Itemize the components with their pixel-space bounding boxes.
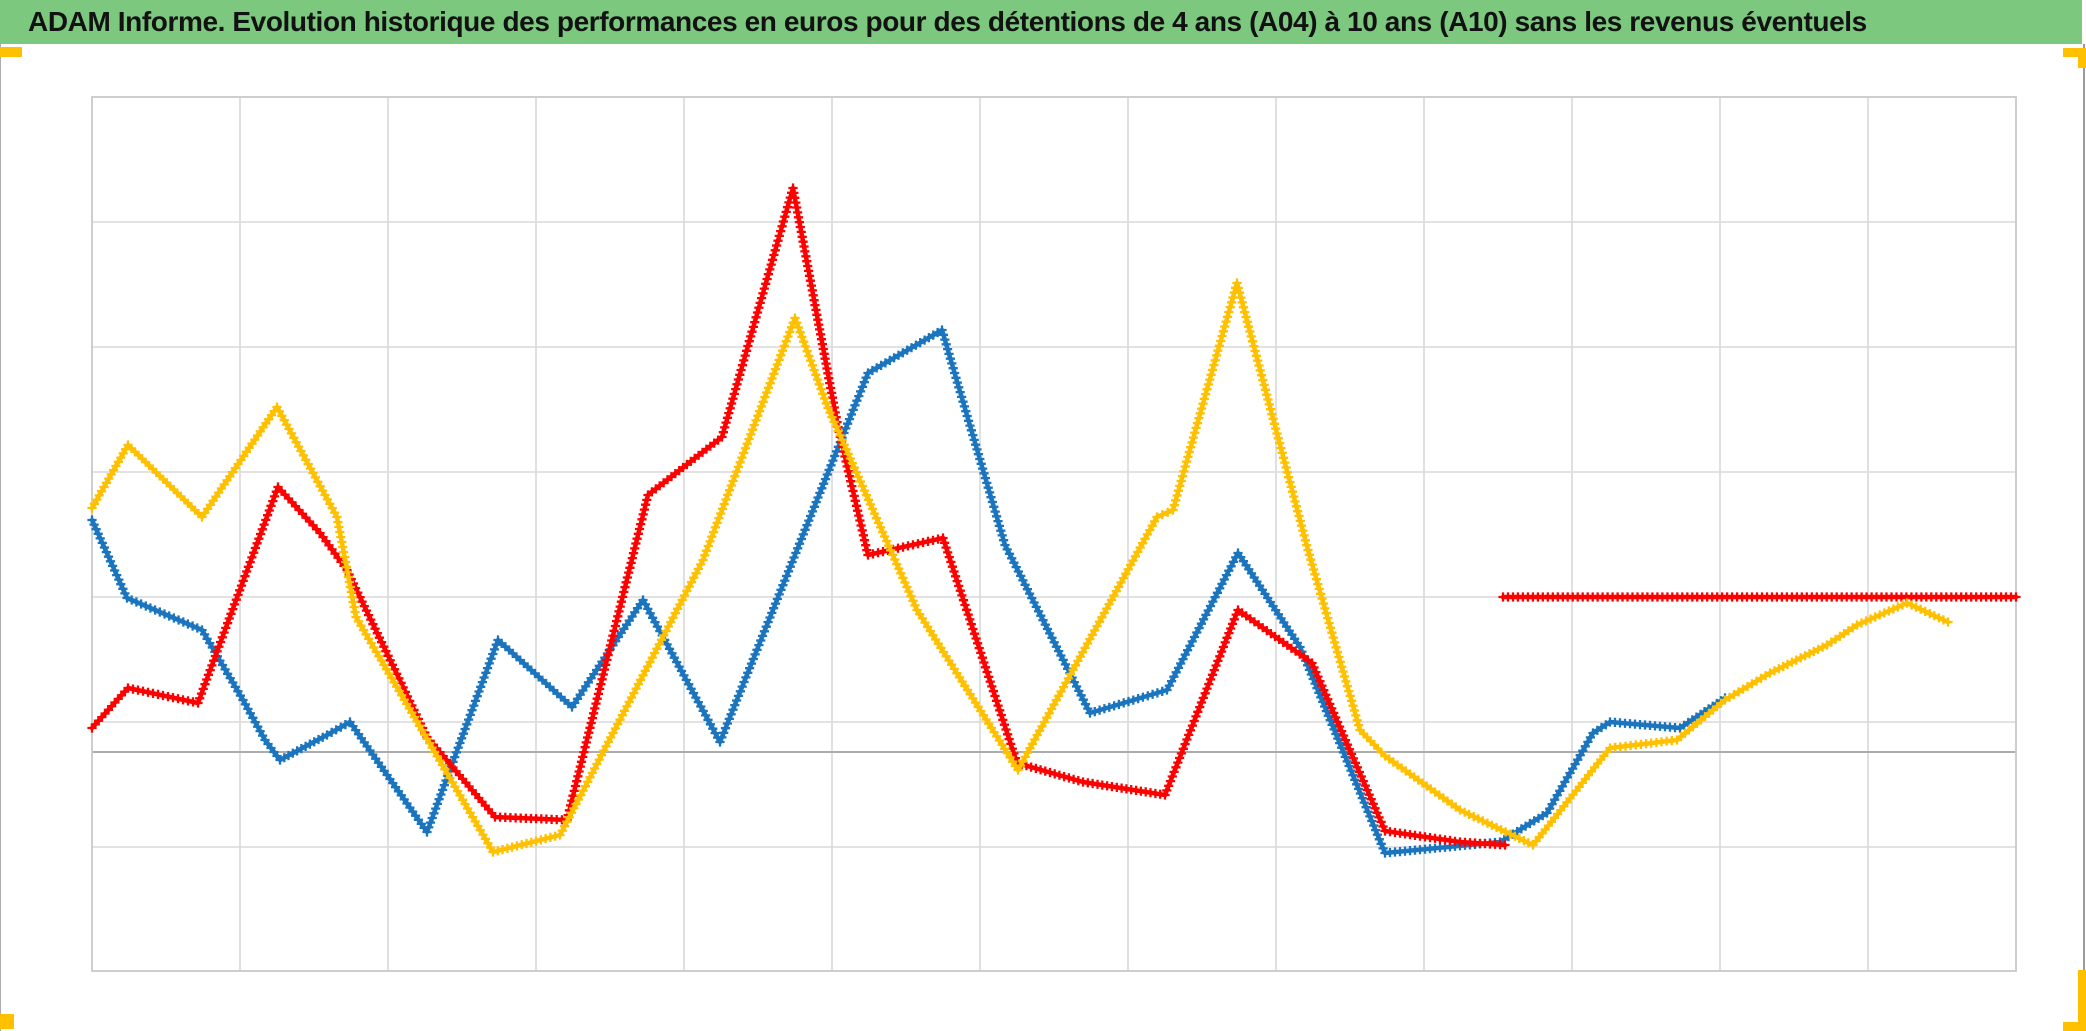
selection-handle-top-right-v[interactable] [2078,48,2086,68]
series-gold-series[interactable] [87,278,1953,857]
left-frame-line [0,44,1,1031]
selection-handle-bottom-left[interactable] [0,1014,14,1029]
plot-border [91,96,2017,972]
selection-handle-top-right-h[interactable] [2063,48,2086,57]
chart-title: ADAM Informe. Evolution historique des p… [28,6,1867,37]
title-banner: ADAM Informe. Evolution historique des p… [0,0,2082,44]
selection-handle-bottom-right-v[interactable] [2078,970,2086,1031]
series-red-series[interactable] [87,183,2021,850]
selection-handle-top-left[interactable] [0,47,22,57]
right-frame-line [2083,44,2085,970]
gridlines [91,96,2017,972]
selection-handle-bottom-right-h[interactable] [2063,1022,2086,1031]
